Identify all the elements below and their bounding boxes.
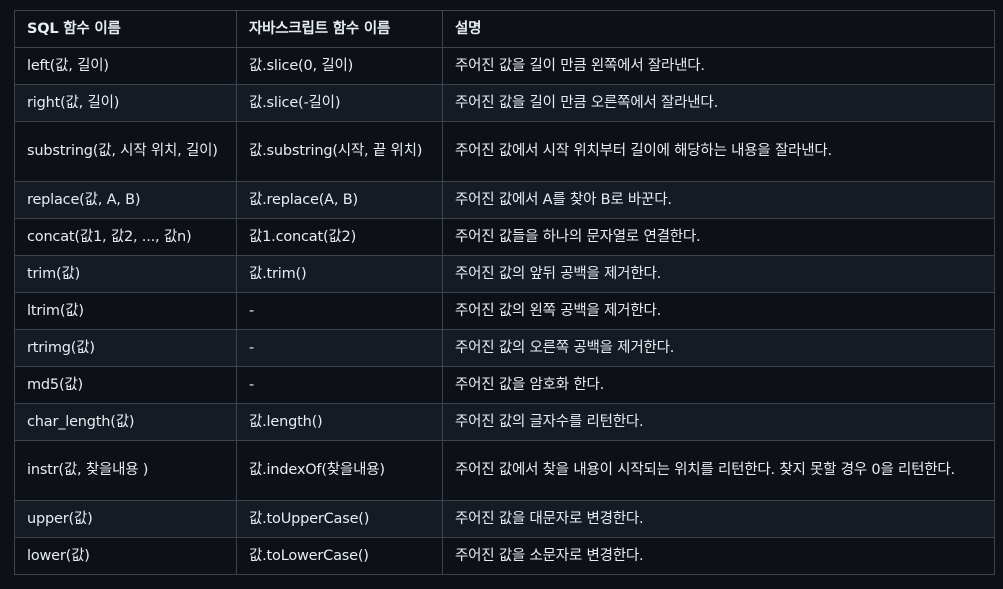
sql-function-cell: concat(값1, 값2, ..., 값n) <box>14 218 237 256</box>
js-function-cell: 값.toLowerCase() <box>236 537 443 575</box>
header-js-function: 자바스크립트 함수 이름 <box>236 10 443 48</box>
header-sql-function: SQL 함수 이름 <box>14 10 237 48</box>
table-row: left(값, 길이) 값.slice(0, 길이) 주어진 값을 길이 만큼 … <box>14 47 995 85</box>
sql-function-cell: rtrimg(값) <box>14 329 237 367</box>
description-cell: 주어진 값을 길이 만큼 오른쪽에서 잘라낸다. <box>442 84 995 122</box>
table-row: ltrim(값) - 주어진 값의 왼쪽 공백을 제거한다. <box>14 292 995 330</box>
sql-function-cell: ltrim(값) <box>14 292 237 330</box>
sql-function-cell: substring(값, 시작 위치, 길이) <box>14 121 237 182</box>
sql-function-cell: char_length(값) <box>14 403 237 441</box>
description-cell: 주어진 값에서 찾을 내용이 시작되는 위치를 리턴한다. 찾지 못할 경우 0… <box>442 440 995 501</box>
function-table-container: SQL 함수 이름 자바스크립트 함수 이름 설명 left(값, 길이) 값.… <box>14 10 995 575</box>
sql-function-cell: left(값, 길이) <box>14 47 237 85</box>
js-function-cell: 값.replace(A, B) <box>236 181 443 219</box>
description-cell: 주어진 값들을 하나의 문자열로 연결한다. <box>442 218 995 256</box>
js-function-cell: 값.toUpperCase() <box>236 500 443 538</box>
description-cell: 주어진 값의 오른쪽 공백을 제거한다. <box>442 329 995 367</box>
description-cell: 주어진 값의 앞뒤 공백을 제거한다. <box>442 255 995 293</box>
table-row: substring(값, 시작 위치, 길이) 값.substring(시작, … <box>14 121 995 182</box>
table-row: rtrimg(값) - 주어진 값의 오른쪽 공백을 제거한다. <box>14 329 995 367</box>
description-cell: 주어진 값을 소문자로 변경한다. <box>442 537 995 575</box>
table-header-row: SQL 함수 이름 자바스크립트 함수 이름 설명 <box>14 10 995 48</box>
table-row: right(값, 길이) 값.slice(-길이) 주어진 값을 길이 만큼 오… <box>14 84 995 122</box>
table-row: upper(값) 값.toUpperCase() 주어진 값을 대문자로 변경한… <box>14 500 995 538</box>
sql-function-cell: md5(값) <box>14 366 237 404</box>
sql-function-cell: right(값, 길이) <box>14 84 237 122</box>
table-row: trim(값) 값.trim() 주어진 값의 앞뒤 공백을 제거한다. <box>14 255 995 293</box>
description-cell: 주어진 값을 길이 만큼 왼쪽에서 잘라낸다. <box>442 47 995 85</box>
description-cell: 주어진 값에서 A를 찾아 B로 바꾼다. <box>442 181 995 219</box>
js-function-cell: 값.length() <box>236 403 443 441</box>
table-row: concat(값1, 값2, ..., 값n) 값1.concat(값2) 주어… <box>14 218 995 256</box>
table-row: lower(값) 값.toLowerCase() 주어진 값을 소문자로 변경한… <box>14 537 995 575</box>
sql-function-cell: lower(값) <box>14 537 237 575</box>
header-description: 설명 <box>442 10 995 48</box>
description-cell: 주어진 값을 암호화 한다. <box>442 366 995 404</box>
table-row: instr(값, 찾을내용 ) 값.indexOf(찾을내용) 주어진 값에서 … <box>14 440 995 501</box>
js-function-cell: 값.slice(0, 길이) <box>236 47 443 85</box>
table-row: char_length(값) 값.length() 주어진 값의 글자수를 리턴… <box>14 403 995 441</box>
description-cell: 주어진 값의 글자수를 리턴한다. <box>442 403 995 441</box>
table-row: md5(값) - 주어진 값을 암호화 한다. <box>14 366 995 404</box>
table-row: replace(값, A, B) 값.replace(A, B) 주어진 값에서… <box>14 181 995 219</box>
js-function-cell: 값.trim() <box>236 255 443 293</box>
js-function-cell: - <box>236 329 443 367</box>
js-function-cell: - <box>236 366 443 404</box>
js-function-cell: 값.substring(시작, 끝 위치) <box>236 121 443 182</box>
sql-function-cell: trim(값) <box>14 255 237 293</box>
js-function-cell: - <box>236 292 443 330</box>
sql-function-cell: replace(값, A, B) <box>14 181 237 219</box>
sql-function-cell: upper(값) <box>14 500 237 538</box>
sql-function-cell: instr(값, 찾을내용 ) <box>14 440 237 501</box>
function-table: SQL 함수 이름 자바스크립트 함수 이름 설명 left(값, 길이) 값.… <box>14 10 995 575</box>
js-function-cell: 값.slice(-길이) <box>236 84 443 122</box>
js-function-cell: 값.indexOf(찾을내용) <box>236 440 443 501</box>
description-cell: 주어진 값을 대문자로 변경한다. <box>442 500 995 538</box>
description-cell: 주어진 값에서 시작 위치부터 길이에 해당하는 내용을 잘라낸다. <box>442 121 995 182</box>
js-function-cell: 값1.concat(값2) <box>236 218 443 256</box>
description-cell: 주어진 값의 왼쪽 공백을 제거한다. <box>442 292 995 330</box>
